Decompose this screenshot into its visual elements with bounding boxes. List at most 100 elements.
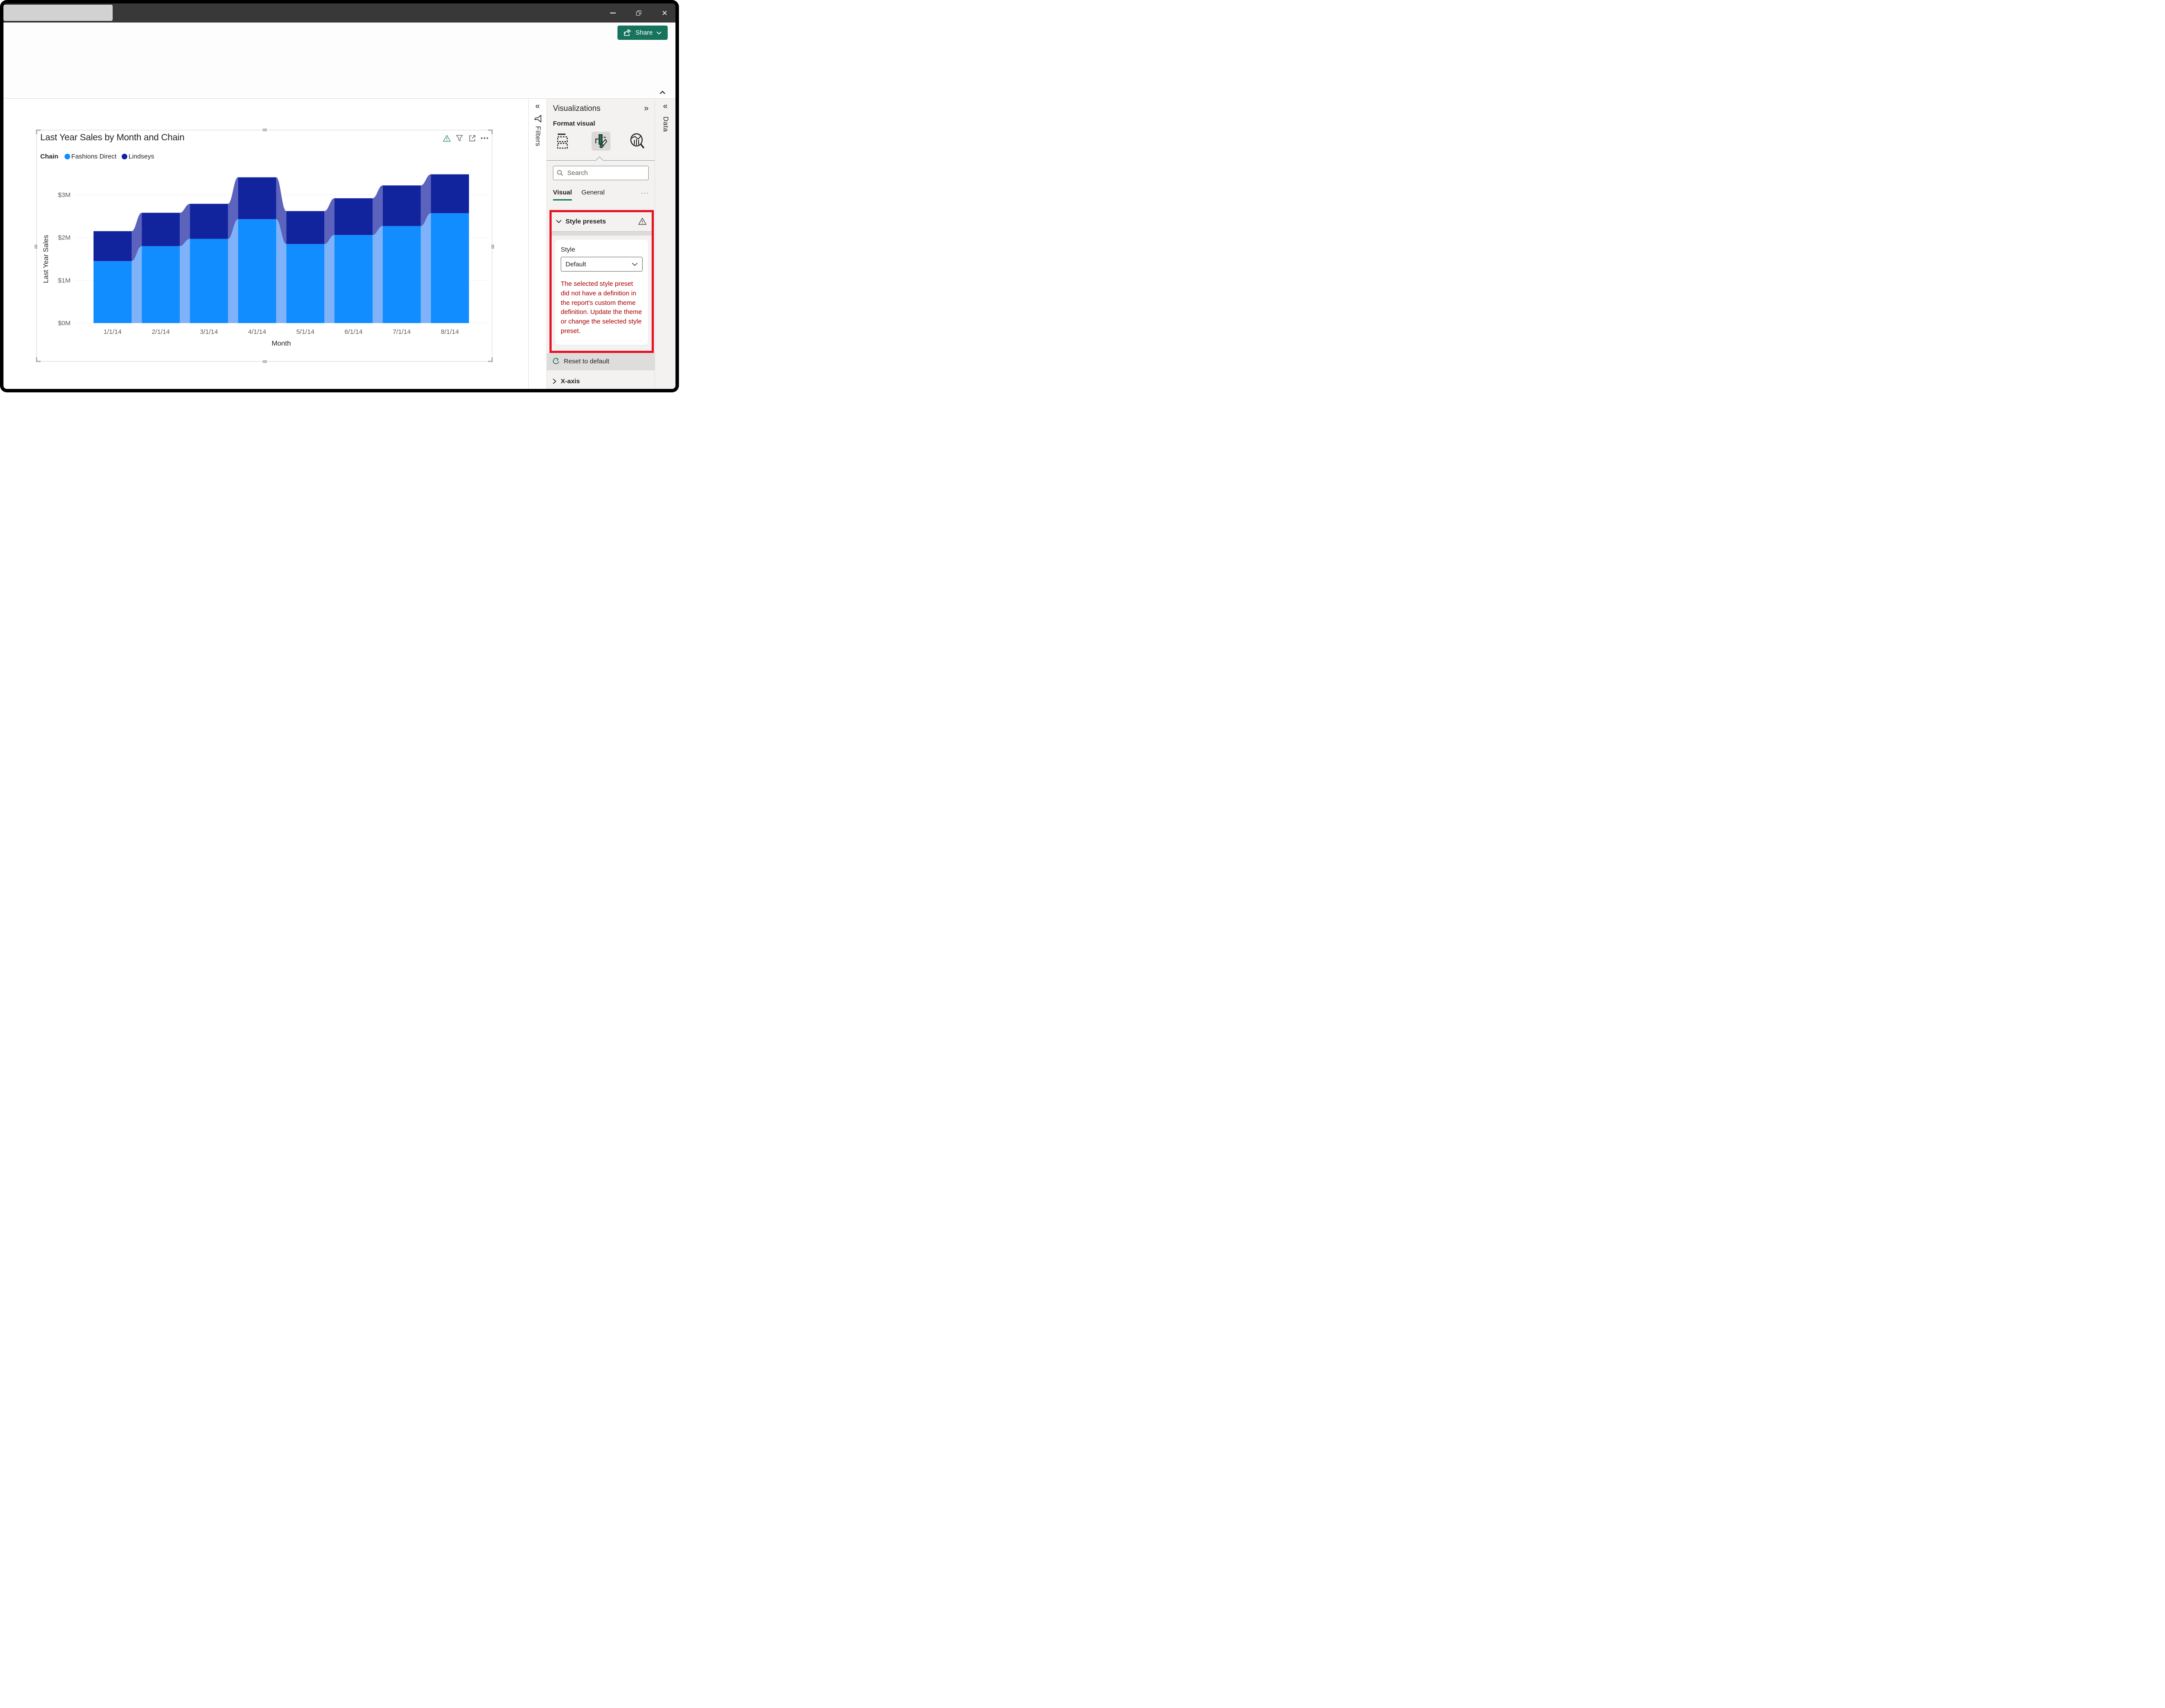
visualizations-title: Visualizations [553,104,601,113]
format-tab-button[interactable] [591,132,611,151]
svg-text:8/1/14: 8/1/14 [441,328,459,336]
svg-text:6/1/14: 6/1/14 [345,328,363,336]
legend-title: Chain [40,153,58,160]
reset-to-default-label: Reset to default [564,358,610,366]
format-visual-label: Format visual [553,120,595,127]
active-tab-underline [553,199,572,201]
visual-warning-icon[interactable] [443,134,451,142]
focus-mode-icon[interactable] [468,134,476,142]
style-presets-section-highlight: Style presets Style Default [549,210,654,353]
app-frame: ✕ Share Last Year Sales by Month and [3,3,675,389]
section-divider [552,231,652,236]
resize-handle-left[interactable] [35,245,37,249]
restore-icon [636,10,641,16]
report-canvas[interactable]: Last Year Sales by Month and Chain Chain… [3,99,528,389]
expand-data-icon[interactable]: « [663,102,668,111]
tabs-more-icon[interactable]: ··· [641,189,649,197]
filters-pane-label[interactable]: Filters [534,126,542,147]
window-controls: ✕ [606,3,671,23]
svg-text:$3M: $3M [58,191,71,199]
resize-handle-top-left[interactable] [36,129,41,134]
chart-legend: Chain Fashions Direct Lindseys [40,153,159,160]
style-preset-error-text: The selected style preset did not have a… [561,280,642,335]
main-content: Last Year Sales by Month and Chain Chain… [3,99,675,389]
legend-label: Lindseys [128,153,155,160]
tab-general[interactable]: General [581,189,605,196]
x-axis-section-header[interactable]: X-axis [547,370,655,385]
resize-handle-bottom[interactable] [263,360,267,363]
svg-text:3/1/14: 3/1/14 [200,328,218,336]
titlebar: ✕ [3,3,675,23]
chart-svg: $0M $1M $2M $3M 1/1/14 2/1/14 3/1/14 4/1/14 5/1/… [42,174,487,347]
format-search-box[interactable] [553,166,649,180]
more-options-icon[interactable] [481,134,488,142]
style-presets-label: Style presets [565,217,606,225]
resize-handle-top-right[interactable] [488,129,493,134]
analytics-icon [630,133,645,149]
format-pane-switcher [547,127,655,151]
svg-text:1/1/14: 1/1/14 [103,328,122,336]
visual-header-actions [443,134,488,142]
collapse-visualizations-icon[interactable]: » [644,104,649,113]
reset-icon [553,358,559,365]
tab-visual[interactable]: Visual [553,189,572,201]
resize-handle-right[interactable] [491,245,494,249]
app-window: ✕ Share Last Year Sales by Month and [0,0,679,392]
share-icon [624,29,631,36]
chevron-down-icon [656,31,662,35]
resize-handle-bottom-left[interactable] [36,357,41,362]
legend-item-fashions-direct[interactable]: Fashions Direct [64,153,116,160]
legend-dot-fashions-direct [64,154,70,159]
svg-text:Month: Month [271,340,291,347]
style-label: Style [561,246,575,253]
svg-text:Last Year Sales: Last Year Sales [42,235,50,283]
format-paintbrush-icon [595,134,607,148]
share-button[interactable]: Share [617,26,668,40]
data-pane-label[interactable]: Data [662,116,669,132]
visual-title: Last Year Sales by Month and Chain [40,133,184,142]
reset-to-default-button[interactable]: Reset to default [547,353,655,370]
svg-text:7/1/14: 7/1/14 [393,328,411,336]
visualizations-header: Visualizations » [547,99,655,113]
warning-icon [638,217,646,225]
close-button[interactable]: ✕ [658,6,671,19]
search-icon [557,170,563,176]
filters-funnel-icon [534,115,541,123]
chevron-down-icon [556,220,562,223]
fields-tab-button[interactable] [555,132,574,151]
filter-icon[interactable] [456,134,463,142]
chevron-down-icon [632,262,638,266]
legend-item-lindseys[interactable]: Lindseys [121,153,155,160]
minimize-button[interactable] [606,6,619,19]
visualizations-pane: Visualizations » Format visual [546,99,655,389]
expand-filters-icon[interactable]: « [535,102,540,111]
document-tab[interactable] [3,5,113,21]
ribbon: Share [3,23,675,99]
legend-label: Fashions Direct [71,153,116,160]
search-input[interactable] [566,169,645,177]
filters-pane-collapsed: « Filters [528,99,546,389]
svg-text:$1M: $1M [58,277,71,284]
close-icon: ✕ [661,9,668,17]
analytics-tab-button[interactable] [628,132,647,151]
svg-text:2/1/14: 2/1/14 [152,328,170,336]
x-axis-label: X-axis [561,377,580,385]
restore-button[interactable] [632,6,645,19]
svg-text:$0M: $0M [58,320,71,327]
svg-text:4/1/14: 4/1/14 [248,328,266,336]
fields-icon [557,133,568,149]
resize-handle-bottom-right[interactable] [488,357,493,362]
pane-divider [547,155,655,165]
style-preset-value: Default [565,260,586,268]
style-presets-card: Style Default The selected style preset … [555,239,648,345]
resize-handle-top[interactable] [263,129,267,131]
style-presets-header[interactable]: Style presets [552,212,652,231]
chevron-right-icon [553,378,556,384]
chevron-up-icon [659,90,666,94]
collapse-ribbon-button[interactable] [658,89,667,96]
share-label: Share [635,29,653,36]
area-chart-visual[interactable]: Last Year Sales by Month and Chain Chain… [35,129,494,363]
svg-text:5/1/14: 5/1/14 [296,328,314,336]
style-preset-dropdown[interactable]: Default [561,257,643,272]
format-tabs: Visual General ··· [547,180,655,201]
